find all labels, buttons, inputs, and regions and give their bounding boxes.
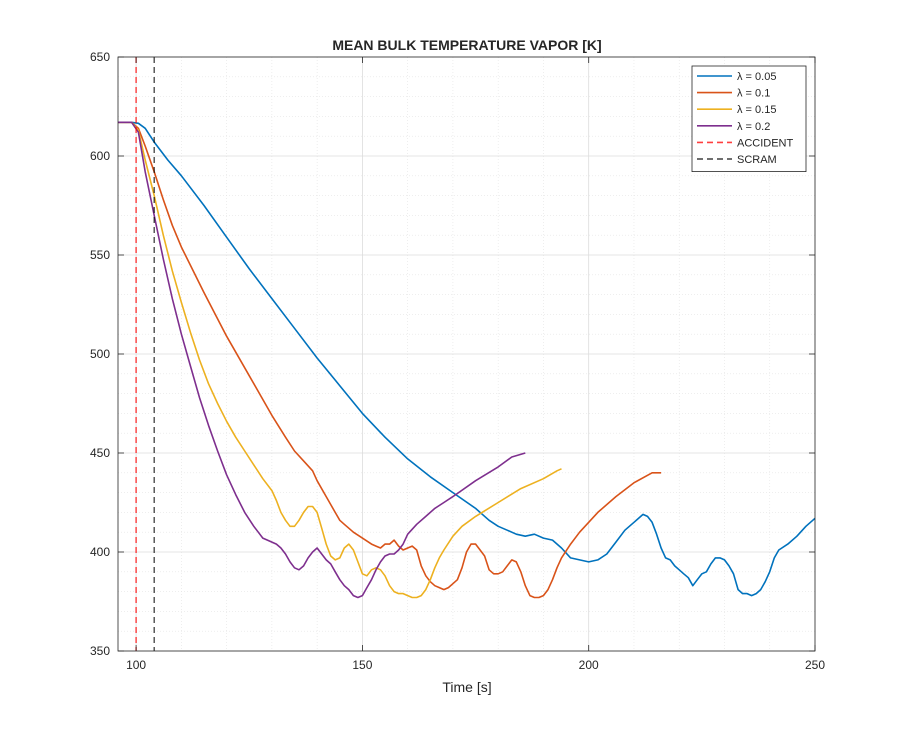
legend-entry: ACCIDENT (737, 137, 794, 149)
series-line-0-15 (118, 121, 562, 599)
legend-entry: λ = 0.15 (737, 104, 776, 116)
y-tick-label: 500 (90, 347, 110, 361)
y-tick-label: 550 (90, 248, 110, 262)
series-line-0-1 (118, 121, 662, 599)
series-line-0-05 (118, 121, 815, 597)
series-group (118, 57, 815, 651)
y-tick-label: 400 (90, 545, 110, 559)
x-tick-label: 250 (805, 658, 825, 672)
y-tick-label: 600 (90, 149, 110, 163)
x-tick-label: 100 (126, 658, 146, 672)
x-tick-label: 150 (352, 658, 372, 672)
chart-title: MEAN BULK TEMPERATURE VAPOR [K] (332, 37, 601, 53)
y-tick-label: 450 (90, 446, 110, 460)
legend-entry: SCRAM (737, 154, 777, 166)
legend-entry: λ = 0.2 (737, 121, 770, 133)
legend-box (691, 65, 807, 172)
x-tick-label: 200 (579, 658, 599, 672)
legend-entry: λ = 0.1 (737, 88, 770, 100)
series-line-0-2 (118, 121, 526, 599)
x-axis-label: Time [s] (442, 679, 491, 695)
legend-entry: λ = 0.05 (737, 71, 776, 83)
y-tick-label: 650 (90, 50, 110, 64)
legend: λ = 0.05 λ = 0.1 λ = 0.15 λ = 0.2 ACCIDENT SC… (691, 65, 807, 172)
y-tick-label: 350 (90, 644, 110, 658)
